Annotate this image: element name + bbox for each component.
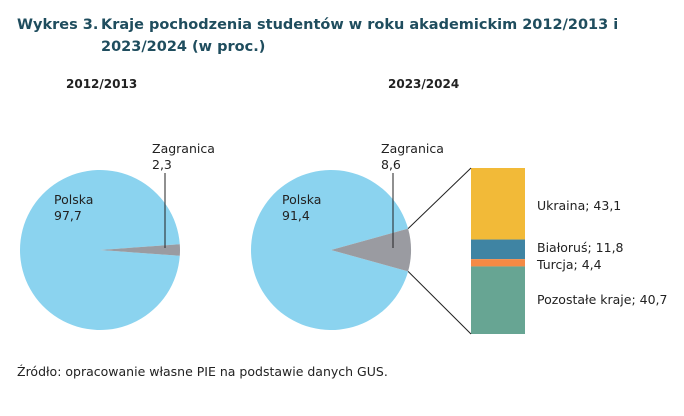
bar-label-bialorus: Białoruś; 11,8 (537, 240, 624, 255)
bar-segment-bialorus (471, 239, 525, 260)
bar-segment-pozostale (471, 266, 525, 334)
pie2-polska-name: Polska (282, 192, 322, 207)
pie1-polska-name: Polska (54, 192, 94, 207)
bar-segment-turcja (471, 259, 525, 267)
pie2-zagranica-name: Zagranica (381, 141, 444, 156)
figure-title: Kraje pochodzenia studentów w roku akade… (101, 17, 619, 55)
figure-number: Wykres 3. (17, 17, 99, 33)
source-note: Źródło: opracowanie własne PIE na podsta… (17, 364, 388, 379)
connector-line-top (407, 167, 472, 230)
pie1-slice-polska (19, 169, 180, 331)
connector-line-bottom (407, 270, 472, 335)
pie2-zagranica-value: 8,6 (381, 157, 401, 172)
pie1-title: 2012/2013 (66, 77, 138, 91)
bar-label-ukraina: Ukraina; 43,1 (537, 198, 622, 213)
pie2-slice-polska (251, 170, 409, 330)
pie2-title: 2023/2024 (388, 77, 460, 91)
pie1-zagranica-value: 2,3 (152, 157, 172, 172)
pie2-slice-zagranica (331, 228, 412, 272)
pie1-slice-zagranica (100, 244, 180, 256)
bar-label-pozostale: Pozostałe kraje; 40,7 (537, 292, 668, 307)
pie1-zagranica-name: Zagranica (152, 141, 215, 156)
pie1-polska-value: 97,7 (54, 208, 82, 223)
pie2-polska-value: 91,4 (282, 208, 310, 223)
bar-label-turcja: Turcja; 4,4 (537, 257, 602, 272)
bar-segment-ukraina (471, 168, 525, 240)
